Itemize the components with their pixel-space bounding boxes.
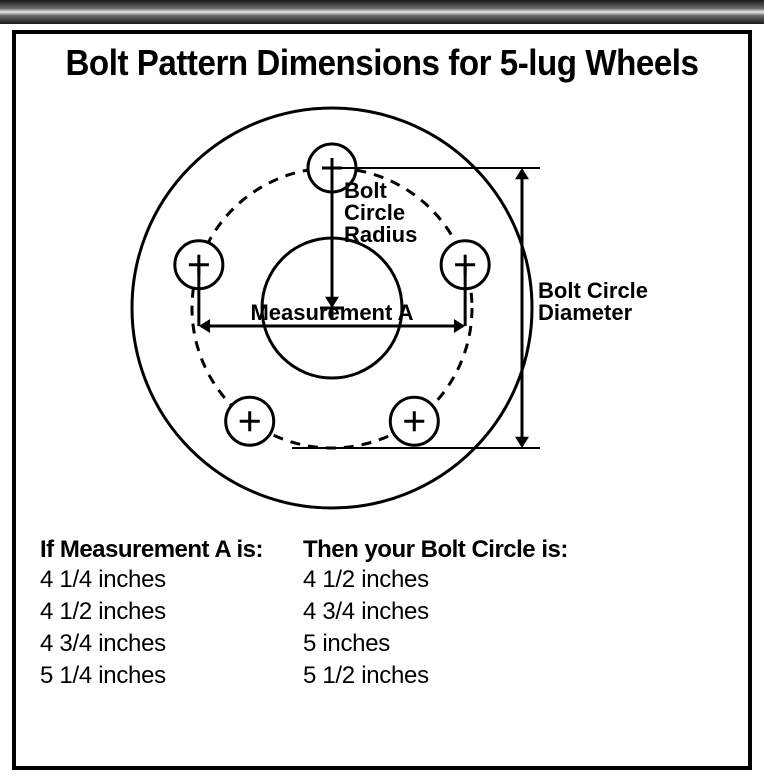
table-header-right: Then your Bolt Circle is:	[303, 536, 568, 564]
page-title: Bolt Pattern Dimensions for 5-lug Wheels	[62, 42, 702, 84]
table-measurement-a: If Measurement A is: 4 1/4 inches4 1/2 i…	[40, 536, 263, 692]
table-rows-left: 4 1/4 inches4 1/2 inches4 3/4 inches5 1/…	[40, 564, 263, 692]
table-rows-right: 4 1/2 inches4 3/4 inches5 inches5 1/2 in…	[303, 564, 568, 692]
table-row: 4 1/2 inches	[303, 564, 568, 596]
svg-text:BoltCircleRadius: BoltCircleRadius	[344, 178, 417, 247]
svg-text:Bolt CircleDiameter: Bolt CircleDiameter	[538, 278, 648, 325]
table-row: 5 inches	[303, 628, 568, 660]
svg-text:Measurement A: Measurement A	[250, 300, 413, 325]
content-frame: Bolt Pattern Dimensions for 5-lug Wheels…	[12, 30, 752, 770]
table-header-left: If Measurement A is:	[40, 536, 263, 564]
measurement-tables: If Measurement A is: 4 1/4 inches4 1/2 i…	[34, 536, 730, 692]
table-row: 4 1/4 inches	[40, 564, 263, 596]
table-row: 5 1/2 inches	[303, 660, 568, 692]
bolt-pattern-diagram: BoltCircleRadius Measurement A Bolt Circle…	[72, 88, 692, 528]
table-row: 5 1/4 inches	[40, 660, 263, 692]
table-bolt-circle: Then your Bolt Circle is: 4 1/2 inches4 …	[303, 536, 568, 692]
diagram-container: BoltCircleRadius Measurement A Bolt Circle…	[34, 88, 730, 528]
table-row: 4 1/2 inches	[40, 596, 263, 628]
table-row: 4 3/4 inches	[40, 628, 263, 660]
table-row: 4 3/4 inches	[303, 596, 568, 628]
chrome-top-bar	[0, 0, 764, 24]
